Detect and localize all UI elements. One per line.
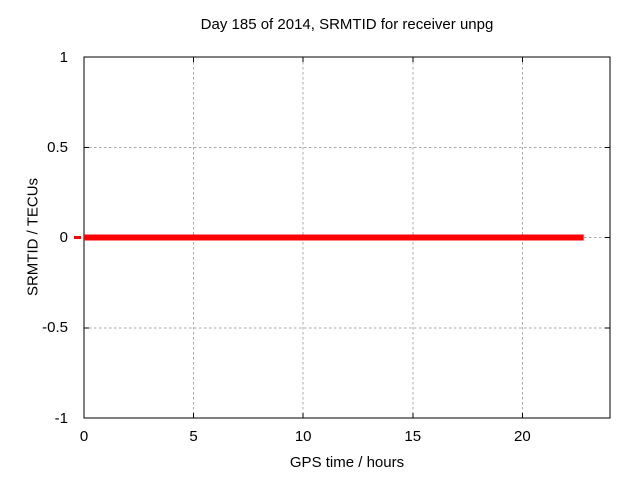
- x-tick-label: 15: [404, 428, 422, 445]
- y-tick-label: 0.5: [47, 138, 68, 156]
- y-tick-label: 1: [59, 48, 68, 66]
- y-tick-label: -0.5: [42, 319, 68, 337]
- y-tick-label: -1: [54, 409, 68, 427]
- chart-title: Day 185 of 2014, SRMTID for receiver unp…: [200, 16, 494, 33]
- x-tick-label: 5: [189, 428, 198, 445]
- x-tick-label: 0: [79, 428, 89, 445]
- x-tick-label: 10: [294, 428, 312, 445]
- x-tick-label: 20: [513, 428, 531, 445]
- x-axis-label: GPS time / hours: [289, 454, 405, 471]
- y-tick-label: 0: [59, 229, 68, 246]
